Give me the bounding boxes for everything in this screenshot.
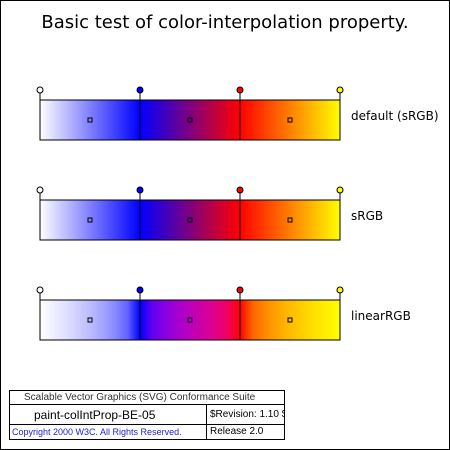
stop-marker: [36, 186, 44, 194]
gradient-bar-0: [39, 99, 341, 141]
midpoint-marker: [287, 317, 293, 323]
footer-test-name: paint-colIntProp-BE-05: [10, 405, 207, 425]
stop-marker: [136, 286, 144, 294]
row-label-default: default (sRGB): [351, 109, 439, 123]
stop-marker: [36, 286, 44, 294]
midpoint-marker: [187, 317, 193, 323]
row-label-linearrgb: linearRGB: [351, 309, 411, 323]
footer-revision: $Revision: 1.10 $: [207, 405, 284, 425]
gradient-bar-1: [39, 199, 341, 241]
stop-marker: [336, 286, 344, 294]
stop-marker: [136, 86, 144, 94]
midpoint-marker: [87, 117, 93, 123]
row-label-srgb: sRGB: [351, 209, 384, 223]
stop-marker: [336, 186, 344, 194]
stop-marker: [36, 86, 44, 94]
midpoint-marker: [87, 317, 93, 323]
midpoint-marker: [187, 217, 193, 223]
footer-copyright: Copyright 2000 W3C. All Rights Reserved.: [10, 425, 207, 439]
midpoint-marker: [87, 217, 93, 223]
midpoint-marker: [287, 217, 293, 223]
midpoint-marker: [287, 117, 293, 123]
stop-marker: [236, 86, 244, 94]
stop-marker: [336, 86, 344, 94]
stop-marker: [236, 286, 244, 294]
gradient-bar-2: [39, 299, 341, 341]
stop-marker: [236, 186, 244, 194]
conformance-footer: Scalable Vector Graphics (SVG) Conforman…: [9, 390, 285, 440]
midpoint-marker: [187, 117, 193, 123]
stop-marker: [136, 186, 144, 194]
footer-release: Release 2.0: [210, 426, 264, 437]
page-title: Basic test of color-interpolation proper…: [41, 12, 409, 33]
footer-suite-title: Scalable Vector Graphics (SVG) Conforman…: [10, 391, 284, 405]
